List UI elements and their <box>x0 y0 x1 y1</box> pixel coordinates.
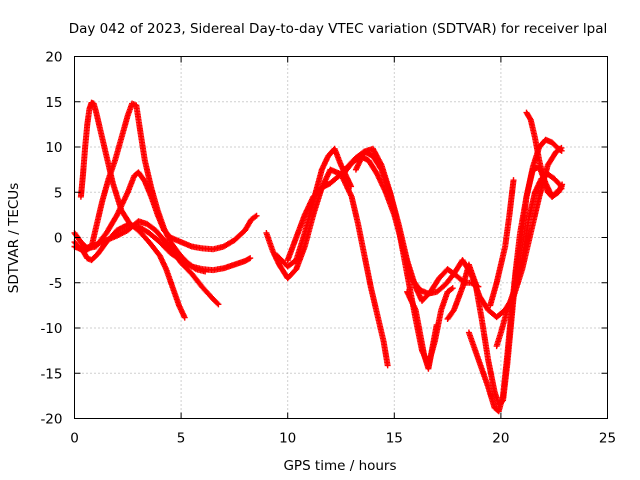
series-sat-k <box>404 288 440 372</box>
x-tick-label: 15 <box>386 431 403 447</box>
data-point <box>527 115 534 122</box>
y-tick-label: 5 <box>54 185 63 201</box>
series-sat-e <box>71 169 260 253</box>
data-point <box>245 255 252 262</box>
x-tick-label: 20 <box>492 431 509 447</box>
x-tick-label: 25 <box>599 431 616 447</box>
data-point <box>202 268 209 275</box>
data-point <box>191 265 198 272</box>
series-sat-c <box>77 99 188 321</box>
y-tick-label: -5 <box>49 276 62 292</box>
x-tick-label: 5 <box>177 431 186 447</box>
data-point <box>253 212 260 219</box>
series-sat-g <box>274 145 355 270</box>
y-axis-label: SDTVAR / TECUs <box>6 183 22 293</box>
x-axis-label: GPS time / hours <box>283 458 396 474</box>
data-point <box>384 362 391 369</box>
data-point <box>247 255 254 262</box>
axis-ticks: 0 5 10 15 20 25 -20 -15 -10 -5 0 5 10 15 20 <box>40 50 616 447</box>
x-tick-label: 10 <box>279 431 296 447</box>
y-tick-label: 20 <box>45 50 62 66</box>
data-point <box>181 314 188 321</box>
data-point <box>558 147 565 154</box>
data-point <box>558 185 565 192</box>
x-tick-label: 0 <box>70 431 79 447</box>
data-point <box>252 213 259 220</box>
y-tick-label: 15 <box>45 95 62 111</box>
y-tick-label: 10 <box>45 140 62 156</box>
data-series <box>71 99 566 415</box>
series-sat-f <box>263 166 391 369</box>
series-sat-n <box>487 177 517 309</box>
data-point <box>433 321 440 328</box>
data-point <box>214 300 221 307</box>
data-point <box>348 183 355 190</box>
data-point <box>449 285 456 292</box>
data-point <box>510 177 517 184</box>
chart-title: Day 042 of 2023, Sidereal Day-to-day VTE… <box>69 21 608 37</box>
y-tick-label: -20 <box>40 412 62 428</box>
series-sat-p <box>523 109 565 200</box>
series-sat-m <box>465 136 565 415</box>
series-sat-j <box>352 145 456 368</box>
y-tick-label: -10 <box>40 321 62 337</box>
data-point <box>448 286 455 293</box>
data-point <box>215 301 222 308</box>
y-tick-label: -15 <box>40 366 62 382</box>
y-tick-label: 0 <box>54 231 63 247</box>
data-point <box>557 186 564 193</box>
